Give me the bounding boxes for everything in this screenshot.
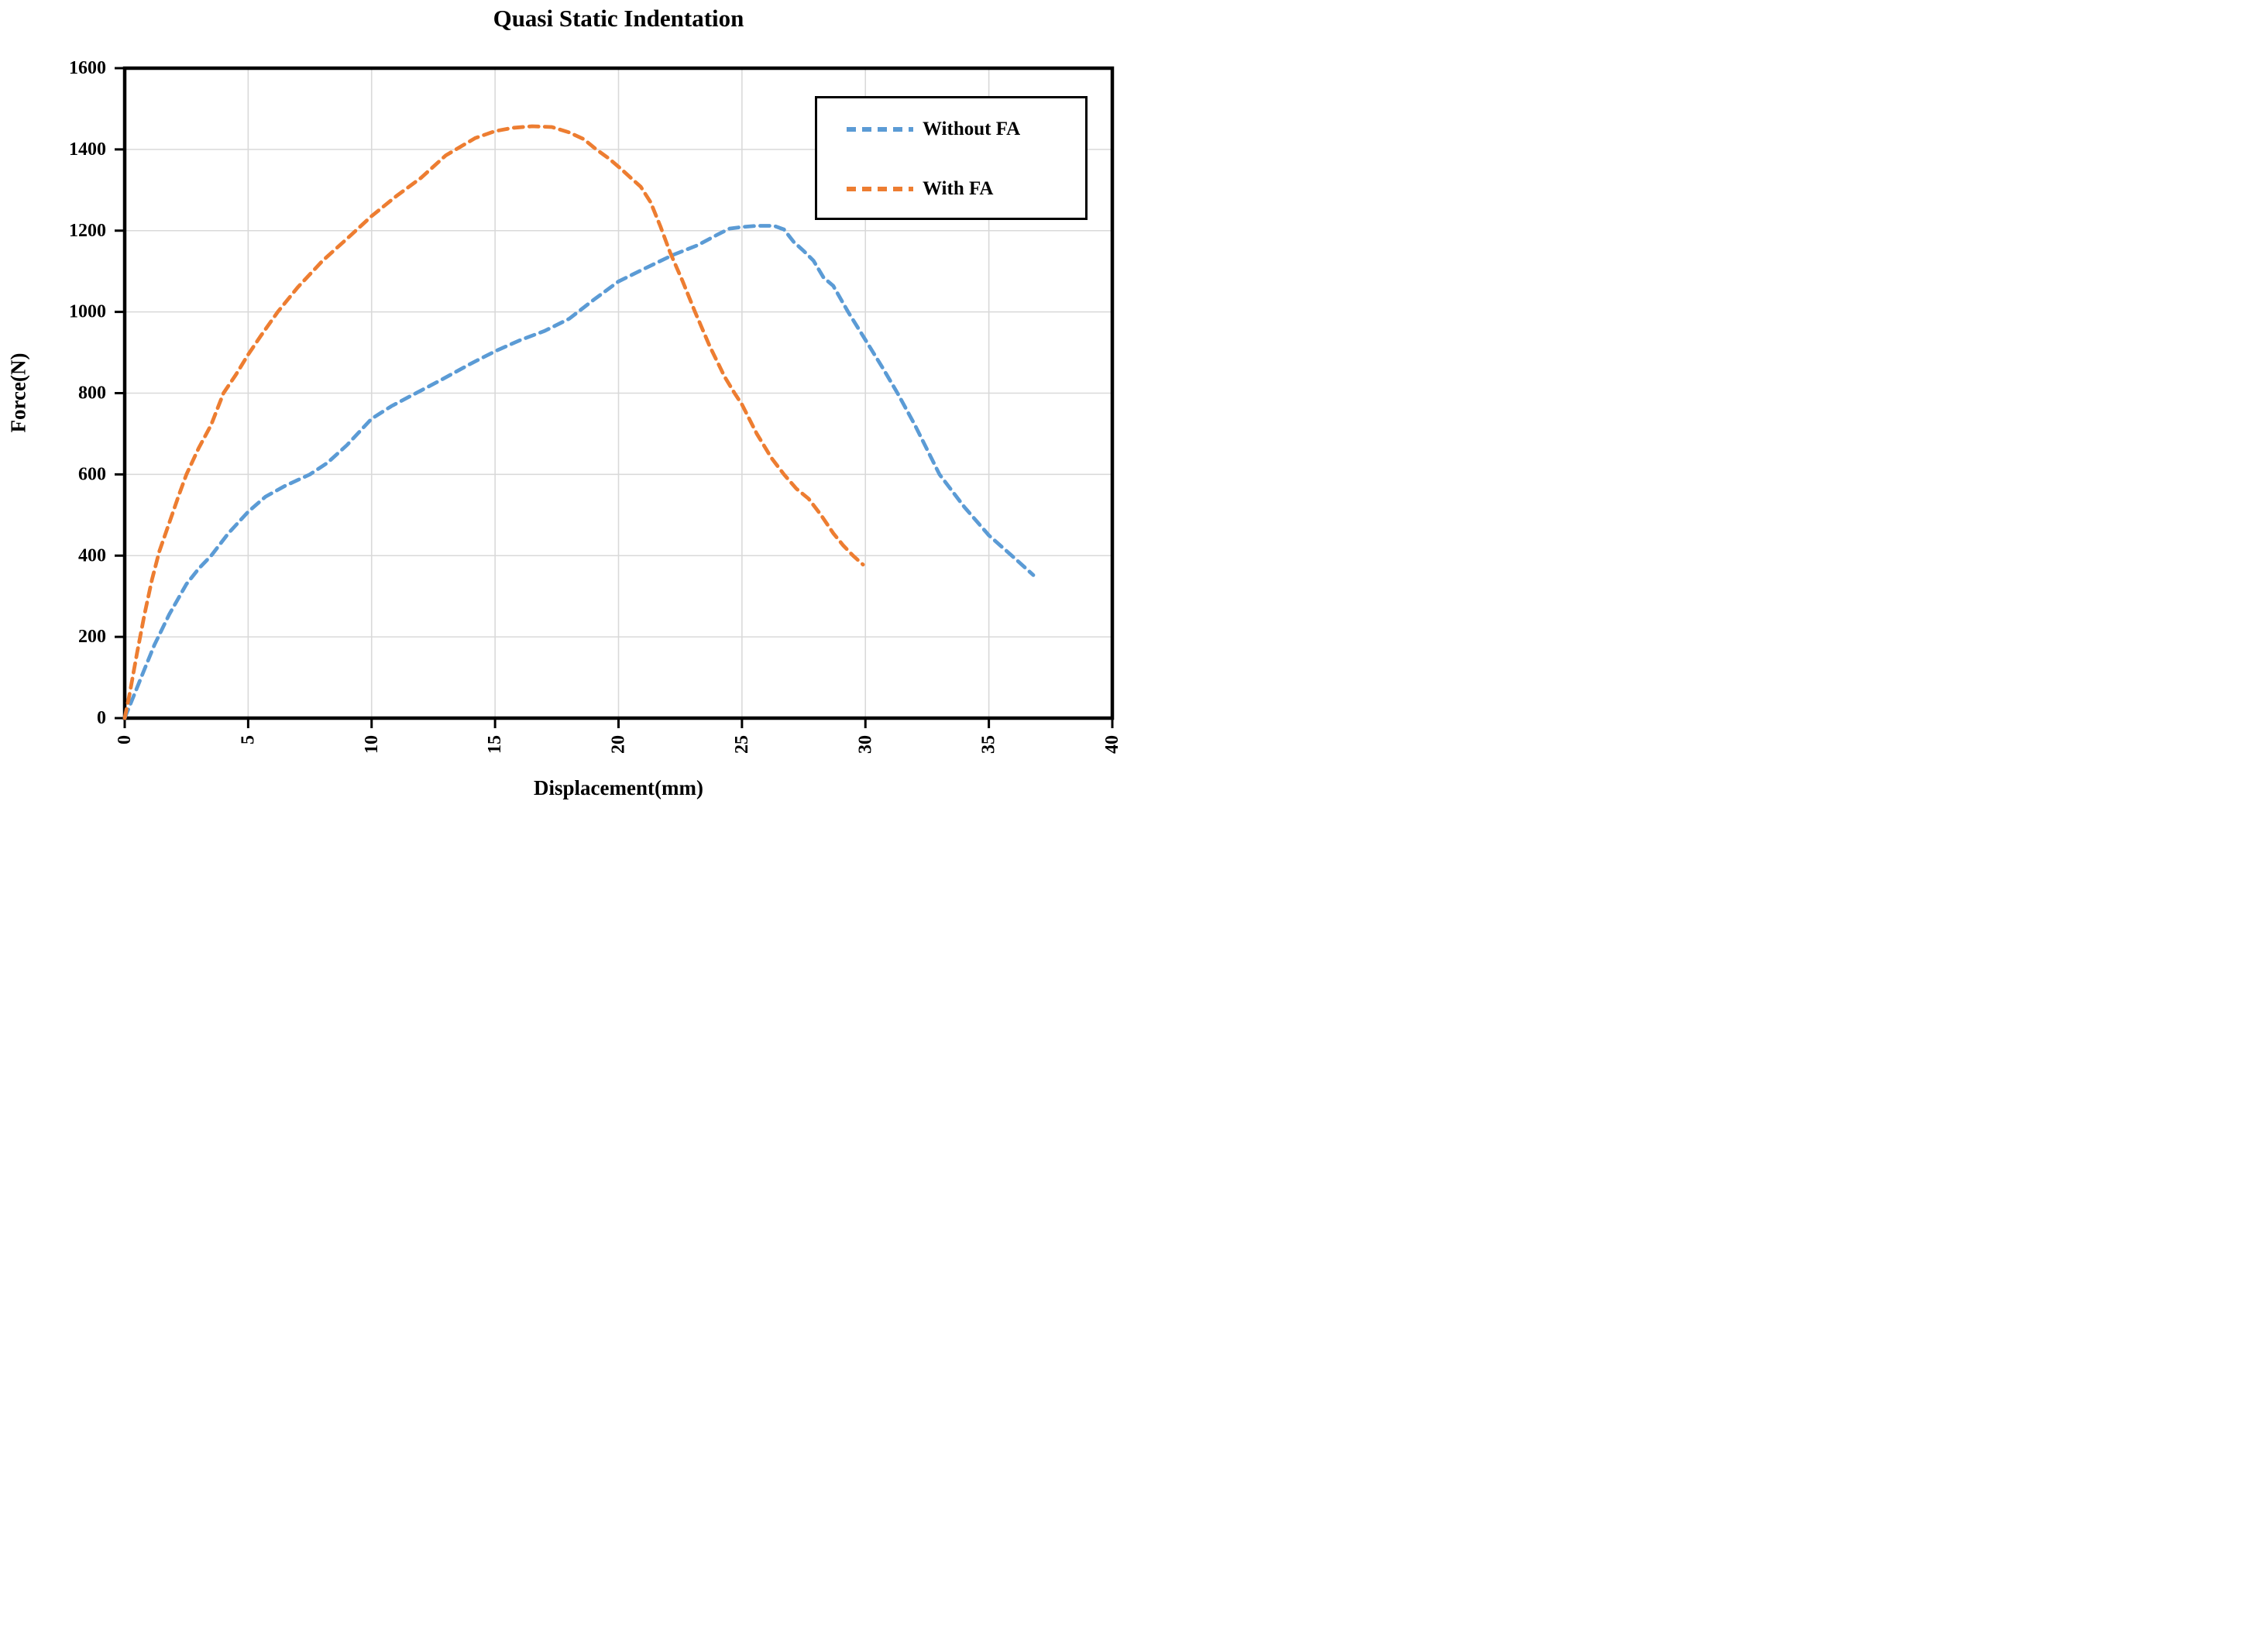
y-tick-label: 600 <box>78 464 106 484</box>
x-tick-label: 35 <box>979 735 999 754</box>
legend-label-with-fa: With FA <box>923 178 994 199</box>
axis-frame <box>122 66 1115 720</box>
legend-item-without-fa: Without FA <box>817 115 1085 143</box>
y-tick-label: 800 <box>78 383 106 404</box>
x-axis-label: Displacement(mm) <box>534 776 703 799</box>
x-tick-label: 40 <box>1102 735 1122 754</box>
series-line-with-fa <box>122 124 865 720</box>
y-tick-label: 400 <box>78 545 106 566</box>
x-tick-label: 10 <box>362 735 382 754</box>
plot-area: 0 200 400 600 800 1000 1200 1400 1600 0 5 10 15 20 25 3… <box>69 58 1122 754</box>
y-axis-label: Force(N) <box>6 352 30 433</box>
series-line-without-fa <box>122 224 1036 720</box>
with-fa-dash-line-icon <box>847 187 913 191</box>
legend-item-with-fa: With FA <box>817 175 1085 203</box>
x-tick-label: 25 <box>732 735 752 754</box>
legend-label-without-fa: Without FA <box>923 119 1021 139</box>
chart-figure: Quasi Static Indentation 0 200 400 600 800 10… <box>0 0 1134 816</box>
y-tick-label: 1600 <box>69 58 106 78</box>
x-tick-label: 5 <box>238 735 258 744</box>
chart-title: Quasi Static Indentation <box>493 5 744 32</box>
x-tick-label: 0 <box>115 735 135 744</box>
y-tick-label: 0 <box>97 708 106 728</box>
y-tick-label: 200 <box>78 627 106 647</box>
y-tick-label: 1400 <box>69 139 106 160</box>
x-tick-label: 20 <box>609 735 629 754</box>
x-tick-label: 30 <box>855 735 875 754</box>
y-tick-label: 1000 <box>69 302 106 322</box>
legend: Without FA With FA <box>815 96 1088 220</box>
x-tick-label: 15 <box>485 735 505 754</box>
y-tick-label: 1200 <box>69 221 106 241</box>
without-fa-dash-line-icon <box>847 127 913 132</box>
